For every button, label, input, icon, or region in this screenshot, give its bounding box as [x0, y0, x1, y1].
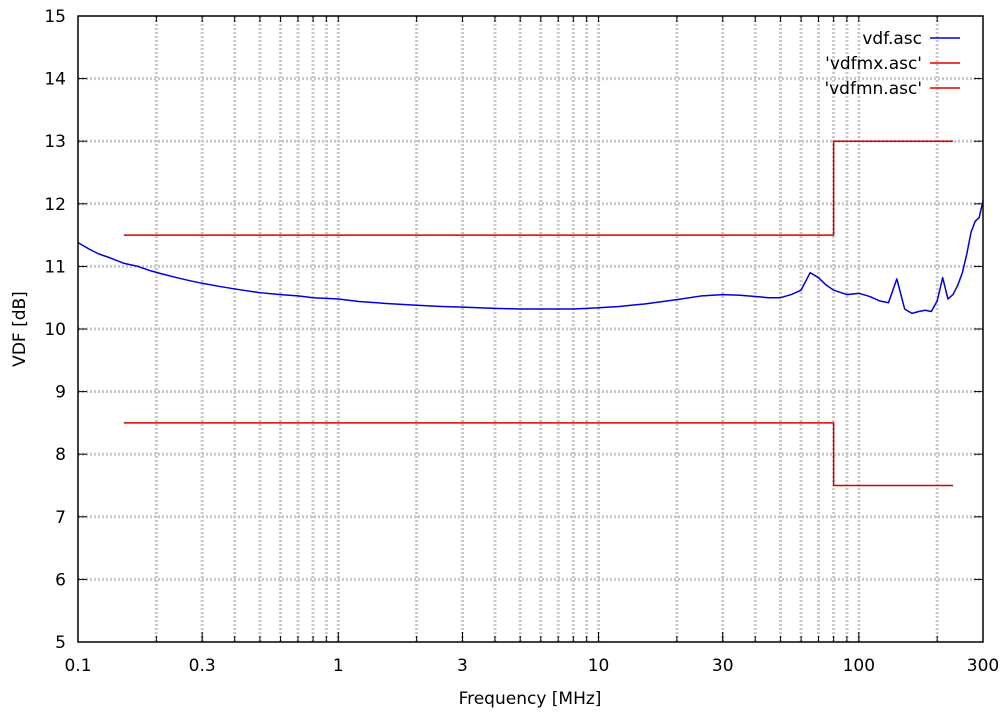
y-tick-label: 13 [44, 132, 66, 152]
legend-label: vdf.asc [862, 29, 922, 49]
legend-label: 'vdfmx.asc' [825, 54, 922, 74]
x-tick-label: 0.1 [64, 656, 91, 676]
grid [78, 16, 983, 642]
y-tick-label: 14 [44, 70, 66, 90]
legend-label: 'vdfmn.asc' [824, 79, 922, 99]
y-axis-label: VDF [dB] [10, 291, 30, 367]
y-tick-label: 9 [55, 383, 66, 403]
x-tick-label: 100 [843, 656, 875, 676]
y-tick-label: 12 [44, 195, 66, 215]
series-line-0 [77, 200, 984, 315]
x-tick-label: 3 [457, 656, 468, 676]
y-tick-label: 15 [44, 7, 66, 27]
x-tick-label: 30 [712, 656, 734, 676]
x-tick-label: 0.3 [189, 656, 216, 676]
ticks [77, 15, 984, 643]
x-axis-label: Frequency [MHz] [459, 689, 602, 709]
legend: vdf.asc 'vdfmx.asc' 'vdfmn.asc' [824, 29, 960, 99]
y-tick-label: 6 [55, 570, 66, 590]
series-line-1 [123, 140, 953, 236]
y-tick-label: 8 [55, 445, 66, 465]
x-tick-label: 300 [967, 656, 999, 676]
y-tick-label: 7 [55, 508, 66, 528]
x-tick-label: 10 [588, 656, 610, 676]
y-tick-label: 10 [44, 320, 66, 340]
x-tick-label: 1 [333, 656, 344, 676]
y-tick-label: 5 [55, 633, 66, 653]
y-tick-label: 11 [44, 257, 66, 277]
series-group [77, 140, 984, 487]
series-line-2 [123, 422, 953, 487]
